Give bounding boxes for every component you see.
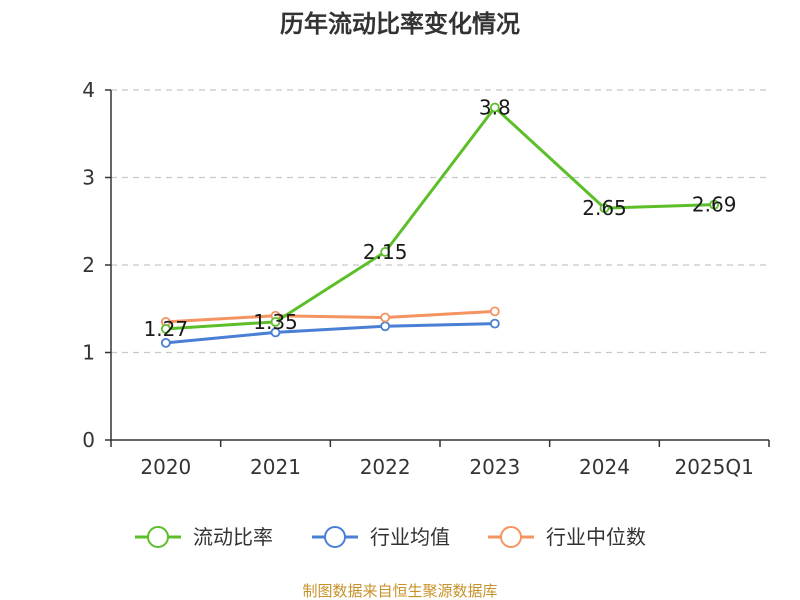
legend-marker (324, 526, 346, 548)
source-note: 制图数据来自恒生聚源数据库 (302, 582, 497, 600)
y-tick-label: 2 (82, 253, 95, 277)
data-label: 3.8 (479, 96, 511, 120)
chart-title: 历年流动比率变化情况 (280, 10, 520, 38)
legend-marker (500, 526, 522, 548)
data-point (599, 203, 610, 214)
data-point (160, 337, 171, 348)
data-point (380, 246, 391, 257)
legend-label: 行业中位数 (546, 525, 646, 549)
data-point (709, 199, 720, 210)
data-point (489, 306, 500, 317)
data-point (270, 316, 281, 327)
data-point (489, 318, 500, 329)
series-layer (160, 102, 720, 348)
data-point (160, 323, 171, 334)
legend-label: 流动比率 (193, 525, 273, 549)
x-tick-label: 2020 (140, 455, 191, 479)
y-tick-label: 0 (82, 428, 95, 452)
legend: 流动比率 行业均值 行业中位数 (135, 525, 646, 549)
data-label: 1.27 (144, 317, 189, 341)
data-label: 2.65 (582, 196, 627, 220)
x-tick-label: 2024 (579, 455, 630, 479)
legend-label: 行业均值 (370, 525, 450, 549)
series-line (165, 322, 495, 345)
x-tick-label: 2021 (250, 455, 301, 479)
series-line (165, 106, 715, 331)
data-point (489, 102, 500, 113)
y-tick-label: 4 (82, 78, 95, 102)
x-tick-label: 2023 (469, 455, 520, 479)
data-point (270, 327, 281, 338)
data-label: 1.35 (253, 310, 298, 334)
x-tick-label: 2025Q1 (674, 455, 753, 479)
data-labels: 1.27 1.35 2.15 3.8 2.65 2.69 (144, 96, 737, 341)
data-point (380, 321, 391, 332)
legend-marker (147, 526, 169, 548)
y-tick-label: 3 (82, 166, 95, 190)
axes: 0 1 2 3 4 2020 2021 2022 2023 2024 2025Q1 (82, 78, 770, 479)
data-label: 2.69 (692, 193, 737, 217)
x-tick-label: 2022 (360, 455, 411, 479)
data-label: 2.15 (363, 240, 408, 264)
series-line (165, 309, 495, 324)
y-tick-label: 1 (82, 341, 95, 365)
data-point (380, 312, 391, 323)
